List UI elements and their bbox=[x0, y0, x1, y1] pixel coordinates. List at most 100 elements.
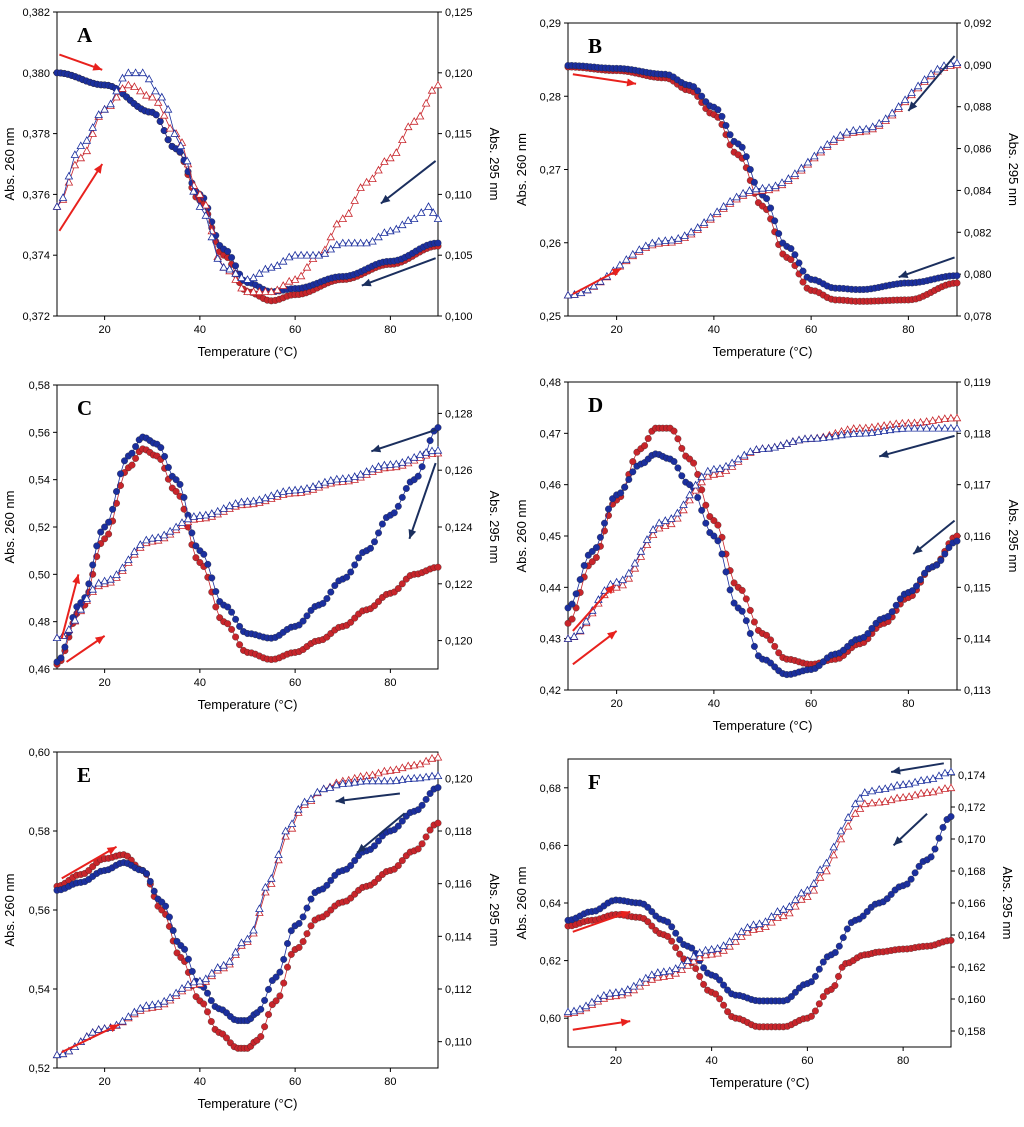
x-axis-title: Temperature (°C) bbox=[198, 344, 298, 359]
data-point bbox=[97, 528, 105, 536]
data-point bbox=[612, 577, 621, 586]
series-blue-triangles bbox=[52, 68, 443, 283]
data-point bbox=[344, 238, 353, 247]
data-point bbox=[726, 586, 734, 594]
blue-arrow bbox=[380, 160, 437, 205]
data-point bbox=[371, 538, 378, 546]
blue-arrow bbox=[907, 55, 956, 112]
x-tick-label: 20 bbox=[99, 1076, 111, 1088]
data-point bbox=[415, 450, 425, 458]
data-point bbox=[212, 603, 220, 611]
data-point bbox=[799, 278, 807, 286]
data-point bbox=[428, 208, 438, 216]
data-point bbox=[568, 615, 576, 623]
arrow-head bbox=[620, 910, 631, 919]
data-point bbox=[165, 913, 173, 921]
data-point bbox=[886, 782, 896, 791]
data-point bbox=[257, 1033, 265, 1041]
y2-tick-label: 0,119 bbox=[964, 377, 991, 389]
data-point bbox=[702, 519, 710, 527]
data-point bbox=[76, 604, 86, 613]
data-point bbox=[378, 520, 386, 528]
data-point bbox=[278, 256, 288, 265]
data-point bbox=[714, 537, 722, 545]
data-point bbox=[683, 960, 692, 969]
data-point bbox=[791, 988, 799, 996]
data-point bbox=[273, 261, 282, 269]
data-point bbox=[691, 485, 700, 494]
data-point bbox=[150, 887, 158, 895]
y2-tick-label: 0,114 bbox=[445, 931, 472, 943]
data-point bbox=[350, 472, 359, 480]
data-point bbox=[690, 459, 698, 467]
panel-a: 20 40 60 80 0,372 0,374 0,376 0,378 0,380 0,382 0,… bbox=[0, 0, 512, 370]
data-point bbox=[750, 642, 758, 650]
data-point bbox=[392, 776, 401, 784]
data-point bbox=[82, 135, 92, 144]
data-point bbox=[618, 580, 627, 589]
data-point bbox=[679, 500, 688, 508]
arrow-shaft bbox=[572, 267, 622, 295]
data-point bbox=[738, 188, 748, 197]
data-point bbox=[121, 457, 128, 465]
y-tick-label: 0,68 bbox=[540, 783, 561, 795]
data-point bbox=[100, 576, 109, 585]
data-point bbox=[356, 238, 365, 247]
data-point bbox=[933, 64, 942, 73]
data-point bbox=[715, 464, 725, 472]
y2-tick-label: 0,118 bbox=[964, 428, 991, 440]
data-point bbox=[344, 473, 353, 482]
data-point bbox=[153, 533, 163, 541]
y2-tick-label: 0,168 bbox=[958, 866, 986, 878]
data-point bbox=[621, 483, 629, 491]
data-point bbox=[860, 799, 870, 808]
data-point bbox=[916, 776, 926, 784]
y2-tick-label: 0,115 bbox=[964, 582, 991, 594]
y2-tick-label: 0,114 bbox=[964, 634, 991, 646]
series-red-circles bbox=[53, 819, 442, 1052]
arrow-head bbox=[891, 766, 901, 775]
data-point bbox=[719, 946, 728, 954]
data-point bbox=[953, 279, 961, 287]
data-point bbox=[136, 540, 145, 548]
y2-tick-label: 0,112 bbox=[445, 984, 472, 996]
data-point bbox=[398, 775, 407, 783]
data-point bbox=[148, 533, 157, 542]
data-point bbox=[281, 826, 290, 835]
series-line bbox=[56, 427, 439, 663]
data-point bbox=[850, 799, 860, 808]
data-point bbox=[296, 250, 306, 259]
data-point bbox=[421, 772, 431, 781]
data-point bbox=[630, 558, 640, 567]
data-point bbox=[325, 783, 335, 791]
x-tick-label: 20 bbox=[610, 1055, 622, 1067]
data-point bbox=[332, 474, 342, 483]
blue-arrow bbox=[892, 812, 928, 847]
data-point bbox=[70, 150, 80, 158]
data-point bbox=[599, 990, 609, 999]
data-point bbox=[855, 125, 865, 133]
data-point bbox=[928, 423, 937, 432]
data-point bbox=[100, 104, 109, 113]
y2-tick-label: 0,088 bbox=[964, 102, 992, 114]
arrow-shaft bbox=[335, 792, 401, 803]
red-arrow bbox=[572, 1018, 631, 1031]
data-point bbox=[922, 788, 932, 796]
data-point bbox=[683, 956, 692, 964]
data-point bbox=[721, 466, 731, 474]
data-point bbox=[839, 934, 847, 942]
x-axis-title: Temperature (°C) bbox=[710, 1075, 810, 1090]
series-red-circles bbox=[564, 911, 955, 1031]
panel-letter: B bbox=[588, 34, 602, 58]
data-point bbox=[351, 614, 359, 622]
data-point bbox=[394, 502, 402, 510]
data-point bbox=[885, 425, 895, 434]
data-point bbox=[409, 116, 419, 125]
data-point bbox=[815, 872, 825, 881]
data-point bbox=[184, 955, 192, 963]
data-point bbox=[326, 244, 336, 253]
data-point bbox=[667, 235, 676, 244]
data-point bbox=[232, 615, 240, 623]
arrow-shaft bbox=[572, 73, 637, 85]
data-point bbox=[601, 519, 608, 527]
